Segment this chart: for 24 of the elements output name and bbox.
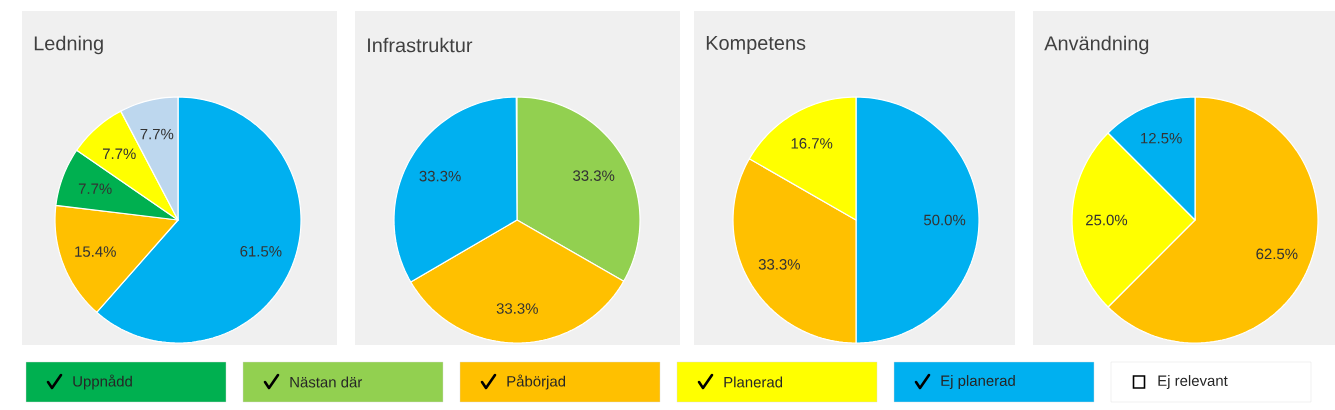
category-label: Nästan där [290, 376, 363, 388]
data-label: 7.7% [140, 128, 174, 140]
category-label: Ej relevant [1158, 375, 1228, 389]
data-label: 33.3% [758, 259, 801, 270]
data-label: 12.5% [1141, 132, 1182, 144]
data-label: 50.0% [923, 214, 966, 226]
category-label: Planerad [724, 376, 783, 388]
category-label: Uppnådd [73, 374, 132, 390]
data-label: 7.7% [102, 148, 136, 159]
category-label: Påbörjad [507, 374, 566, 390]
chart-title: Användning [1044, 35, 1149, 55]
chart-title: Kompetens [706, 36, 806, 54]
data-label: 33.3% [573, 170, 615, 181]
data-label: 33.3% [419, 170, 461, 182]
data-label: 61.5% [240, 246, 282, 257]
data-label: 7.7% [78, 183, 112, 194]
chart-title: Ledning [34, 35, 103, 55]
data-label: 25.0% [1086, 214, 1128, 226]
chart-title: Infrastruktur [368, 37, 473, 53]
data-label: 16.7% [791, 138, 833, 149]
category-label: Ej planerad [941, 375, 1015, 389]
data-label: 15.4% [75, 246, 116, 257]
data-label: 33.3% [496, 303, 538, 314]
data-label: 62.5% [1256, 248, 1298, 260]
